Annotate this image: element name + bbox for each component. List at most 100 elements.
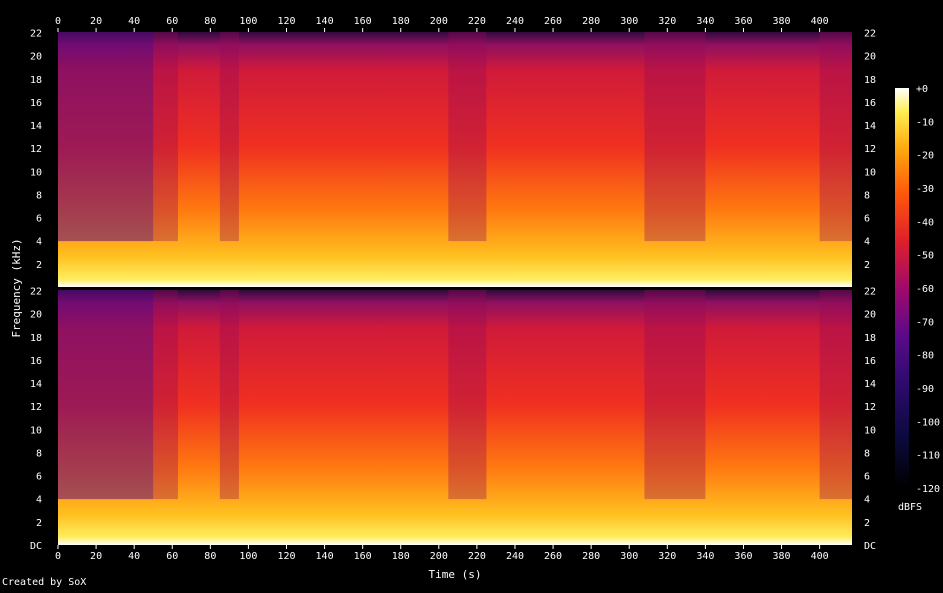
y-axis-title: Frequency (kHz) [10,238,23,337]
y-tick-label: 10 [30,167,42,178]
spectrogram-segment [219,32,239,242]
x-tick-label-top: 160 [354,16,372,27]
spectrogram-segment [819,290,852,500]
x-tick-label-top: 260 [544,16,562,27]
y-tick-label: 8 [36,190,42,201]
spectrogram-segment [178,290,220,499]
x-tick-label-top: 140 [316,16,334,27]
spectrogram-segment [486,32,556,241]
x-tick-label-top: 280 [582,16,600,27]
y-tick-label: 12 [864,144,876,155]
x-tick-label-top: 380 [773,16,791,27]
x-tick-label-bottom: 320 [658,551,676,562]
colorbar-tick-label: -120 [916,484,940,495]
y-tick-label: 16 [30,356,42,367]
y-tick-label: 2 [864,518,870,529]
x-tick-label-bottom: 20 [90,551,102,562]
y-tick-label: DC [30,541,42,552]
x-tick-label-top: 340 [696,16,714,27]
colorbar-tick-label: -100 [916,417,940,428]
x-tick-label-bottom: 340 [696,551,714,562]
spectrogram-segment [557,290,645,499]
x-axis-title: Time (s) [429,568,482,581]
spectrogram-segment [705,32,819,241]
x-tick-label-bottom: 300 [620,551,638,562]
spectrogram-segment [448,32,487,242]
y-tick-label: 14 [30,379,42,390]
x-tick-label-bottom: 140 [316,551,334,562]
x-tick-label-top: 240 [506,16,524,27]
y-tick-label: 12 [30,144,42,155]
x-tick-label-top: 80 [204,16,216,27]
spectrogram-segment [401,290,449,499]
x-tick-label-bottom: 280 [582,551,600,562]
y-tick-label: 20 [30,310,42,321]
y-tick-label: 16 [864,356,876,367]
spectrogram-segment [644,32,706,242]
x-tick-label-top: 40 [128,16,140,27]
y-tick-label: 22 [30,29,42,40]
colorbar-tick-label: -60 [916,284,934,295]
spectrogram-channel-2 [58,290,852,545]
spectrogram-segment [153,32,178,242]
spectrogram-segment [644,290,706,500]
y-tick-label: 4 [864,237,870,248]
y-tick-label: 18 [864,75,876,86]
spectrogram-segment [219,290,239,500]
x-tick-label-top: 300 [620,16,638,27]
x-tick-label-top: 120 [277,16,295,27]
x-tick-label-top: 220 [468,16,486,27]
spectrogram-segment [705,290,819,499]
y-tick-label: 2 [36,518,42,529]
y-tick-label: 22 [864,29,876,40]
spectrogram-segment [239,290,401,499]
x-tick-label-top: 20 [90,16,102,27]
y-tick-label: 22 [864,287,876,298]
x-tick-label-bottom: 400 [811,551,829,562]
y-tick-label: 6 [864,214,870,225]
x-tick-label-bottom: 80 [204,551,216,562]
y-tick-label: 6 [36,214,42,225]
x-tick-label-bottom: 220 [468,551,486,562]
x-tick-label-bottom: 360 [734,551,752,562]
y-tick-label: 14 [864,379,876,390]
y-tick-label: 20 [864,310,876,321]
colorbar-gradient [895,88,909,488]
spectrogram-segment [178,32,220,241]
y-tick-label: 10 [30,425,42,436]
x-tick-label-top: 100 [239,16,257,27]
x-tick-label-bottom: 160 [354,551,372,562]
colorbar-tick-label: -20 [916,151,934,162]
colorbar-tick-label: -110 [916,451,940,462]
x-tick-label-bottom: 180 [392,551,410,562]
spectrogram-channel-1 [58,32,852,287]
x-tick-label-top: 200 [430,16,448,27]
y-tick-label: 16 [864,98,876,109]
spectrogram-segment [557,32,645,241]
spectrogram-segment [239,32,401,241]
x-tick-label-bottom: 240 [506,551,524,562]
y-tick-label: 20 [864,52,876,63]
x-tick-label-bottom: 60 [166,551,178,562]
x-tick-label-top: 360 [734,16,752,27]
spectrogram-segment [58,290,154,500]
colorbar-tick-label: -90 [916,384,934,395]
x-tick-label-bottom: 120 [277,551,295,562]
spectrogram-segment [153,290,178,500]
y-tick-label: 8 [864,448,870,459]
colorbar-tick-label: -40 [916,217,934,228]
y-tick-label: 10 [864,425,876,436]
x-tick-label-bottom: 40 [128,551,140,562]
spectrogram-segment [448,290,487,500]
x-tick-label-bottom: 0 [55,551,61,562]
colorbar-tick-label: +0 [916,84,928,95]
spectrogram-segment [486,290,556,499]
x-tick-label-bottom: 380 [773,551,791,562]
y-tick-label: 18 [864,333,876,344]
x-tick-label-bottom: 260 [544,551,562,562]
spectrogram-segment [401,32,449,241]
y-tick-label: 2 [864,260,870,271]
y-tick-label: 14 [864,121,876,132]
y-tick-label: 4 [36,495,42,506]
colorbar-tick-label: -30 [916,184,934,195]
